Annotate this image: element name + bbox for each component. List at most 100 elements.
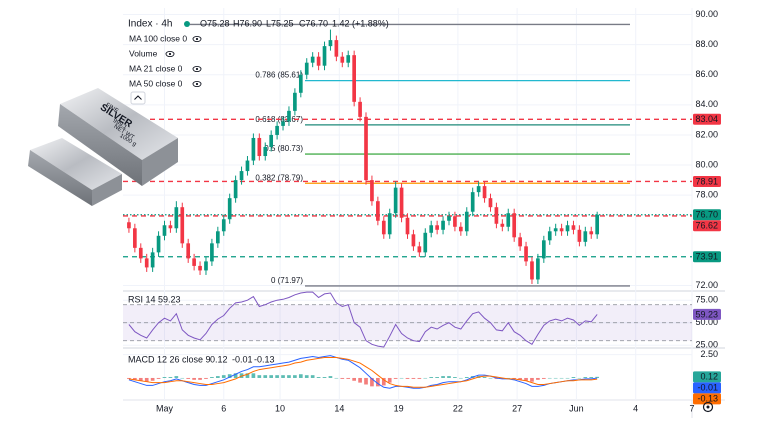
macd-histogram-bar (257, 375, 262, 378)
candle-body (304, 62, 309, 75)
candle-body (393, 187, 398, 214)
ohlc-label: H76.90 (233, 18, 262, 28)
collapse-button[interactable] (130, 91, 146, 105)
visibility-icon-pupil[interactable] (195, 82, 199, 86)
price-badge (693, 371, 721, 383)
bar-side-face (92, 174, 122, 206)
x-tick-label: 19 (394, 403, 404, 413)
macd-histogram-bar (156, 377, 161, 379)
price-badge-label: 76.70 (695, 210, 718, 220)
candle-body (370, 180, 374, 202)
visibility-icon-pupil[interactable] (195, 37, 199, 41)
macd-histogram-bar (287, 375, 291, 378)
x-tick-label: 6 (221, 403, 226, 413)
x-tick-label: 7 (689, 403, 694, 413)
macd-histogram-bar (559, 377, 564, 379)
candle-body (512, 213, 517, 238)
visibility-icon[interactable] (192, 65, 202, 73)
macd-histogram-bar (595, 376, 600, 378)
candle-body (364, 116, 368, 181)
candle-body (435, 225, 439, 230)
candle-body (127, 222, 131, 229)
macd-histogram-bar (186, 377, 191, 379)
candle-body (547, 231, 552, 241)
macd-histogram-bar (133, 377, 137, 380)
macd-histogram-bar (423, 377, 428, 379)
candle-body (281, 121, 285, 126)
bar-top-face (30, 138, 122, 190)
collapse-chevron[interactable] (134, 95, 142, 100)
candle-body (595, 214, 600, 235)
macd-histogram-bar (269, 375, 274, 378)
macd-histogram-bar (399, 377, 404, 379)
macd-histogram-bar (174, 376, 179, 378)
macd-histogram-bar (227, 374, 232, 378)
macd-histogram-bar (281, 375, 285, 378)
macd-histogram-bar (138, 377, 143, 381)
price-badge-label: 73.91 (695, 252, 718, 262)
candle-body (583, 231, 588, 242)
macd-histogram-bar (381, 377, 386, 386)
candle-body (257, 137, 262, 157)
candle-body (577, 229, 582, 242)
macd-histogram-bar (370, 377, 374, 387)
macd-histogram-bar (322, 377, 327, 378)
candle-body (453, 216, 457, 227)
macd-histogram-bar (180, 377, 185, 379)
visibility-icon[interactable] (192, 80, 202, 88)
price-badge (693, 251, 721, 263)
x-tick-label: 14 (334, 403, 344, 413)
price-badge (693, 393, 721, 405)
macd-histogram-bar (488, 377, 493, 379)
macd-histogram-bar (162, 377, 167, 378)
gear-icon[interactable] (702, 401, 714, 413)
ohlc-label: L75.25 (266, 18, 294, 28)
x-tick-label: Jun (569, 403, 584, 413)
visibility-icon[interactable] (192, 35, 202, 43)
macd-histogram-bar (221, 375, 226, 378)
candle-body (476, 186, 481, 193)
macd-histogram-bar (482, 377, 487, 378)
candle-body (494, 207, 499, 224)
candle-body (310, 56, 315, 63)
y-tick-label: 86.00 (695, 69, 718, 79)
candle-body (269, 134, 274, 147)
ohlc-label: O75.28 (200, 18, 230, 28)
macd-histogram-bar (251, 373, 256, 378)
visibility-icon-pupil[interactable] (168, 52, 172, 56)
candle-body (192, 258, 196, 266)
macd-histogram-bar (298, 374, 303, 378)
candle-body (334, 40, 339, 57)
gear[interactable] (702, 401, 714, 413)
y-tick-label: 80.00 (695, 159, 718, 169)
candle-body (138, 247, 143, 259)
macd-histogram-bar (571, 377, 576, 378)
candle-body (530, 261, 534, 280)
candle-body (559, 228, 564, 232)
macd-histogram-bar (459, 377, 463, 379)
bar-side-face (142, 138, 178, 186)
macd-histogram-bar (263, 375, 268, 378)
macd-histogram-bar (541, 377, 546, 379)
candle-body (488, 198, 493, 208)
price-badge-label: 78.91 (695, 176, 718, 186)
visibility-icon[interactable] (165, 50, 175, 58)
macd-histogram-bar (577, 377, 582, 379)
macd-title: MACD 12 26 close 9 (128, 354, 211, 364)
plot-layer: 0.786 (85.61)0.618 (82.67)0.5 (80.73)0.3… (123, 23, 692, 389)
rsi-title: RSI 14 (128, 294, 156, 304)
candle-body (417, 246, 422, 253)
macd-histogram-bar (310, 375, 315, 378)
gear-center[interactable] (706, 405, 710, 409)
candle-body (423, 232, 428, 253)
macd-histogram-bar (547, 377, 552, 379)
macd-value: -0.13 (254, 354, 275, 364)
macd-line (128, 356, 598, 388)
candle-body (221, 219, 226, 232)
macd-histogram-bar (411, 377, 416, 379)
ohlc-label: C76.70 (299, 18, 328, 28)
macd-histogram-bar (387, 377, 392, 383)
visibility-icon-pupil[interactable] (195, 67, 199, 71)
macd-histogram-bar (316, 377, 321, 378)
